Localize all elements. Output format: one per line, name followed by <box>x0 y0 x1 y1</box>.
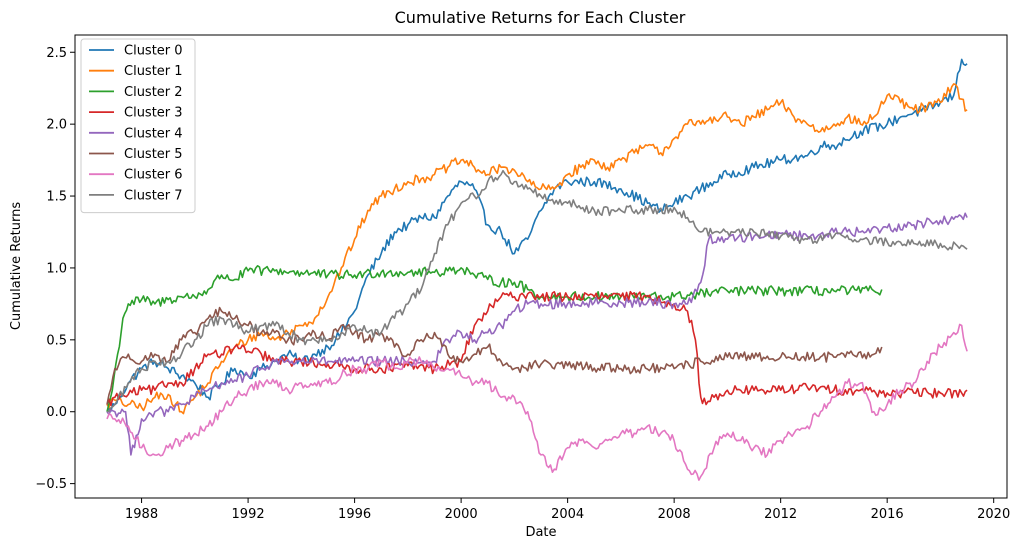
legend-box <box>80 38 196 214</box>
legend-label: Cluster 3 <box>124 106 183 121</box>
x-tick-label: 1988 <box>125 507 158 522</box>
legend-label: Cluster 4 <box>124 126 183 141</box>
x-axis: 1988 1992 1996 2000 2004 2008 2012 2016 2020 <box>125 498 1010 522</box>
x-tick-label: 1992 <box>232 507 265 522</box>
series-line-cluster-3 <box>106 290 968 407</box>
x-tick-label: 2004 <box>551 507 584 522</box>
x-tick-label: 2016 <box>871 507 904 522</box>
y-tick-label: −0.5 <box>35 477 67 492</box>
legend-label: Cluster 2 <box>124 85 183 100</box>
legend-label: Cluster 0 <box>124 44 183 59</box>
y-tick-label: 0.0 <box>46 405 67 420</box>
legend-label: Cluster 7 <box>124 188 183 203</box>
x-tick-label: 2008 <box>658 507 691 522</box>
x-axis-title: Date <box>525 525 556 540</box>
series-layer <box>106 58 968 481</box>
legend-label: Cluster 5 <box>124 147 183 162</box>
legend-label: Cluster 1 <box>124 64 183 79</box>
series-line-cluster-2 <box>106 265 883 412</box>
y-tick-label: 0.5 <box>46 333 67 348</box>
y-tick-label: 1.0 <box>46 261 67 276</box>
y-tick-label: 2.5 <box>46 46 67 61</box>
legend: Cluster 0 Cluster 1 Cluster 2 Cluster 3 Clus… <box>80 38 196 214</box>
y-tick-label: 1.5 <box>46 190 67 205</box>
plot-area <box>74 34 1008 499</box>
x-tick-label: 2020 <box>977 507 1010 522</box>
y-tick-label: 2.0 <box>46 118 67 133</box>
series-line-cluster-0 <box>106 58 968 413</box>
series-line-cluster-6 <box>106 323 968 481</box>
series-line-cluster-5 <box>106 306 883 405</box>
x-tick-label: 1996 <box>338 507 371 522</box>
series-line-cluster-1 <box>106 83 968 415</box>
plot-frame <box>74 34 1008 499</box>
x-tick-label: 2000 <box>445 507 478 522</box>
legend-label: Cluster 6 <box>124 168 183 183</box>
x-tick-label: 2012 <box>764 507 797 522</box>
series-line-cluster-7 <box>106 169 968 413</box>
y-axis-title: Cumulative Returns <box>9 202 24 330</box>
series-line-cluster-4 <box>106 212 968 456</box>
y-axis: −0.5 0.0 0.5 1.0 1.5 2.0 2.5 <box>35 46 75 492</box>
chart-title: Cumulative Returns for Each Cluster <box>395 8 686 27</box>
